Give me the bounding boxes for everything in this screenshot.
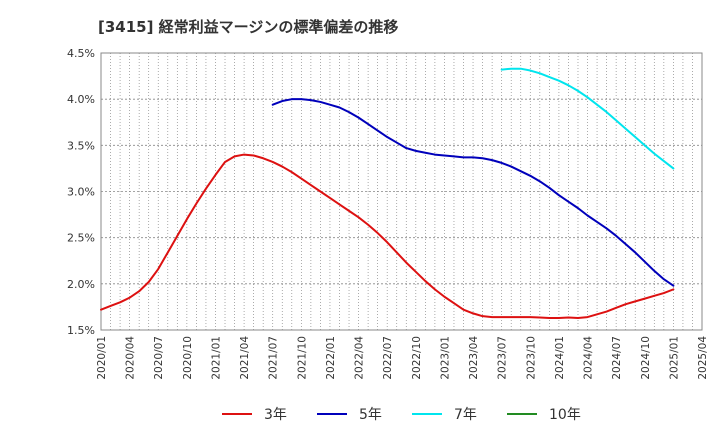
legend-label: 7年 xyxy=(454,407,477,423)
chart-title: [3415] 経常利益マージンの標準偏差の推移 xyxy=(98,18,398,36)
plot-area xyxy=(100,52,703,331)
y-tick-label: 2.0% xyxy=(67,278,95,291)
y-tick-label: 4.0% xyxy=(67,93,95,106)
y-tick-label: 3.5% xyxy=(67,139,95,152)
series-line-7年 xyxy=(500,67,675,170)
x-tick-label: 2022/04 xyxy=(354,336,366,380)
x-tick-label: 2020/07 xyxy=(153,336,165,380)
x-tick-label: 2024/01 xyxy=(554,336,566,380)
x-tick-label: 2023/01 xyxy=(439,336,451,380)
x-tick-label: 2025/01 xyxy=(668,336,680,380)
x-tick-label: 2020/04 xyxy=(125,336,137,380)
x-tick-label: 2024/04 xyxy=(583,336,595,380)
x-tick-label: 2020/10 xyxy=(182,336,194,380)
legend-label: 5年 xyxy=(359,407,382,423)
y-tick-label: 1.5% xyxy=(67,324,95,337)
x-tick-label: 2023/07 xyxy=(497,336,509,380)
x-tick-label: 2020/01 xyxy=(96,336,108,380)
legend: 3年 5年 7年 10年 xyxy=(222,407,581,423)
x-tick-label: 2023/04 xyxy=(468,336,480,380)
x-tick-label: 2022/01 xyxy=(325,336,337,380)
y-tick-label: 4.5% xyxy=(67,47,95,60)
x-axis-tick-labels: 2020/01 2020/04 2020/07 2020/10 2021/01 2021/… xyxy=(96,336,709,380)
series-lines xyxy=(100,67,675,319)
x-tick-label: 2021/10 xyxy=(296,336,308,380)
x-tick-label: 2023/10 xyxy=(525,336,537,380)
legend-label: 3年 xyxy=(264,407,287,423)
x-tick-label: 2025/04 xyxy=(697,336,709,380)
y-axis-tick-labels: 1.5% 2.0% 2.5% 3.0% 3.5% 4.0% 4.5% xyxy=(67,47,95,337)
x-tick-label: 2024/10 xyxy=(640,336,652,380)
x-tick-label: 2021/04 xyxy=(239,336,251,380)
series-line-3年 xyxy=(100,153,675,319)
plot-border xyxy=(100,52,703,331)
x-tick-label: 2022/10 xyxy=(411,336,423,380)
x-tick-label: 2022/07 xyxy=(382,336,394,380)
series-line-5年 xyxy=(271,98,675,287)
x-tick-label: 2024/07 xyxy=(611,336,623,380)
x-tick-label: 2021/07 xyxy=(268,336,280,380)
y-tick-label: 3.0% xyxy=(67,186,95,199)
x-tick-label: 2021/01 xyxy=(210,336,222,380)
legend-label: 10年 xyxy=(549,407,581,423)
y-tick-label: 2.5% xyxy=(67,232,95,245)
